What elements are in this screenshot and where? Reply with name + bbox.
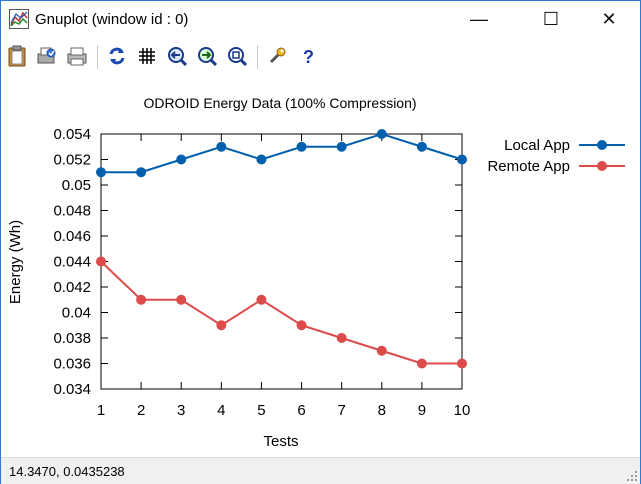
remote-app-data-point xyxy=(216,320,227,331)
y-tick-label: 0.044 xyxy=(53,254,91,271)
y-tick-label: 0.05 xyxy=(62,177,91,194)
remote-app-data-point xyxy=(96,256,106,267)
gnuplot-app-icon xyxy=(9,9,29,29)
energy-chart[interactable]: 0.034 0.036 0.038 0.04 0.042 0.044 0.046 0.048 0… xyxy=(1,74,640,456)
toolbar-separator xyxy=(97,45,98,69)
zoom-next-button[interactable] xyxy=(195,44,219,68)
y-tick-label: 0.046 xyxy=(53,228,91,245)
y-axis-label: Energy (Wh) xyxy=(7,220,24,304)
chart-title: ODROID Energy Data (100% Compression) xyxy=(143,95,416,111)
x-tick-label: 1 xyxy=(97,402,105,419)
x-tick-label: 5 xyxy=(257,402,265,419)
print-icon xyxy=(67,47,87,66)
close-button[interactable]: ✕ xyxy=(586,1,632,38)
svg-text:?: ? xyxy=(303,47,314,66)
remote-app-data-point xyxy=(176,294,187,305)
mouse-coordinates: 14.3470, 0.0435238 xyxy=(9,464,125,479)
x-tick-label: 2 xyxy=(137,402,145,419)
local-app-data-point xyxy=(96,167,106,178)
clipboard-icon xyxy=(8,45,26,67)
x-tick-label: 9 xyxy=(418,402,426,419)
unzoom-button[interactable] xyxy=(225,44,249,68)
x-tick-label: 4 xyxy=(217,402,225,419)
local-app-data-point xyxy=(136,167,147,178)
x-tick-label: 7 xyxy=(337,402,345,419)
remote-app-legend-marker xyxy=(597,161,607,171)
maximize-icon: ☐ xyxy=(542,9,560,29)
remote-app-data-point xyxy=(136,294,147,305)
local-app-series-line xyxy=(101,132,463,174)
print-preview-icon xyxy=(37,47,56,64)
y-tick-label: 0.04 xyxy=(62,305,91,322)
unzoom-icon xyxy=(228,47,247,66)
grid-icon xyxy=(139,48,155,64)
local-app-data-point xyxy=(176,154,187,165)
replot-icon xyxy=(109,47,125,65)
remote-app-data-point xyxy=(296,320,307,331)
zoom-next-icon xyxy=(198,47,217,66)
options-wrench-icon xyxy=(269,47,286,64)
resize-grip-icon[interactable] xyxy=(626,470,638,482)
replot-button[interactable] xyxy=(105,44,129,68)
local-app-legend-marker xyxy=(597,140,607,150)
plot-area[interactable]: 0.034 0.036 0.038 0.04 0.042 0.044 0.046 0.048 0… xyxy=(1,74,640,456)
local-app-data-point xyxy=(256,154,267,165)
remote-app-data-point xyxy=(376,345,387,356)
remote-app-series-line xyxy=(100,260,462,365)
local-app-legend-label: Local App xyxy=(504,137,570,154)
status-bar: 14.3470, 0.0435238 xyxy=(1,457,640,484)
zoom-previous-icon xyxy=(168,47,187,66)
print-button[interactable] xyxy=(65,44,89,68)
toolbar: ? xyxy=(1,39,640,73)
y-tick-label: 0.034 xyxy=(53,381,91,398)
y-tick-label: 0.054 xyxy=(53,126,91,143)
y-tick-label: 0.052 xyxy=(53,152,91,169)
local-app-data-point xyxy=(336,141,347,152)
remote-app-data-point xyxy=(336,333,347,343)
close-icon: ✕ xyxy=(601,9,617,29)
x-axis-label: Tests xyxy=(263,433,298,450)
print-preview-button[interactable] xyxy=(35,44,59,68)
title-bar[interactable]: Gnuplot (window id : 0) — ☐ ✕ xyxy=(1,1,640,38)
toolbar-separator xyxy=(257,45,258,69)
help-button[interactable]: ? xyxy=(297,44,321,68)
x-tick-label: 3 xyxy=(177,402,185,419)
local-app-data-point xyxy=(457,154,467,165)
maximize-button[interactable]: ☐ xyxy=(528,1,574,38)
window-title: Gnuplot (window id : 0) xyxy=(35,11,189,28)
remote-app-data-point xyxy=(457,358,467,369)
remote-app-data-point xyxy=(256,294,267,305)
x-tick-label: 6 xyxy=(297,402,305,419)
local-app-data-point xyxy=(416,141,427,152)
options-button[interactable] xyxy=(265,44,289,68)
local-app-data-point xyxy=(296,141,307,152)
copy-to-clipboard-button[interactable] xyxy=(5,44,29,68)
zoom-previous-button[interactable] xyxy=(165,44,189,68)
x-tick-label: 8 xyxy=(378,402,386,419)
minimize-button[interactable]: — xyxy=(456,1,502,38)
remote-app-legend-label: Remote App xyxy=(487,158,570,175)
y-tick-label: 0.036 xyxy=(53,356,91,373)
y-tick-label: 0.042 xyxy=(53,279,91,296)
toggle-grid-button[interactable] xyxy=(135,44,159,68)
remote-app-data-point xyxy=(416,358,427,369)
x-tick-label: 10 xyxy=(454,402,471,419)
minimize-icon: — xyxy=(470,9,488,29)
y-tick-label: 0.048 xyxy=(53,203,91,220)
plot-border xyxy=(100,133,463,390)
help-icon: ? xyxy=(303,47,314,66)
y-tick-label: 0.038 xyxy=(53,330,91,347)
local-app-data-point xyxy=(376,129,387,139)
local-app-data-point xyxy=(216,141,227,152)
